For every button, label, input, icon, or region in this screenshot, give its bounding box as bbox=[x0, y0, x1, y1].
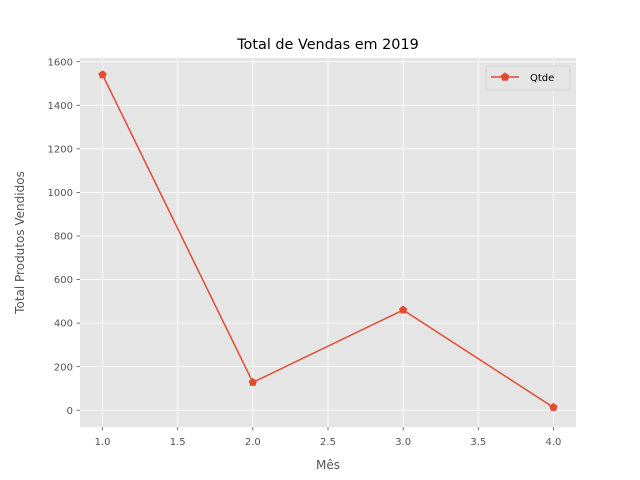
legend-label-qtde: Qtde bbox=[530, 73, 554, 84]
y-tick-label: 800 bbox=[54, 232, 73, 243]
y-tick-label: 400 bbox=[54, 319, 73, 330]
y-axis-ticks: 0 200 400 600 800 1000 1200 1400 1600 bbox=[48, 57, 80, 417]
x-tick-label: 2.5 bbox=[320, 437, 336, 448]
data-point bbox=[248, 377, 258, 386]
x-axis-ticks: 1.0 1.5 2.0 2.5 3.0 3.5 4.0 bbox=[95, 427, 562, 448]
x-tick-label: 1.5 bbox=[170, 437, 186, 448]
y-tick-label: 600 bbox=[54, 275, 73, 286]
y-tick-label: 0 bbox=[67, 406, 73, 417]
legend-marker-qtde bbox=[500, 72, 510, 81]
y-axis-label: Total Produtos Vendidos bbox=[13, 171, 27, 315]
y-tick-label: 1200 bbox=[48, 144, 73, 155]
data-point bbox=[549, 403, 558, 411]
x-tick-label: 2.0 bbox=[245, 437, 261, 448]
x-tick-label: 1.0 bbox=[95, 437, 111, 448]
y-tick-label: 1000 bbox=[48, 188, 73, 199]
data-point bbox=[98, 70, 107, 79]
y-tick-label: 1400 bbox=[48, 101, 73, 112]
legend: Qtde bbox=[485, 65, 571, 91]
y-tick-label: 200 bbox=[54, 362, 73, 373]
x-tick-label: 4.0 bbox=[546, 437, 562, 448]
grid-lines bbox=[80, 58, 576, 427]
chart-title: Total de Vendas em 2019 bbox=[236, 37, 419, 53]
series-line-qtde bbox=[101, 74, 554, 409]
series-layer bbox=[98, 70, 558, 411]
data-point bbox=[398, 305, 408, 314]
legend-box bbox=[485, 65, 571, 91]
y-tick-label: 1600 bbox=[48, 57, 73, 68]
x-tick-label: 3.0 bbox=[395, 437, 411, 448]
x-axis-label: Mês bbox=[316, 458, 340, 472]
x-tick-label: 3.5 bbox=[470, 437, 486, 448]
